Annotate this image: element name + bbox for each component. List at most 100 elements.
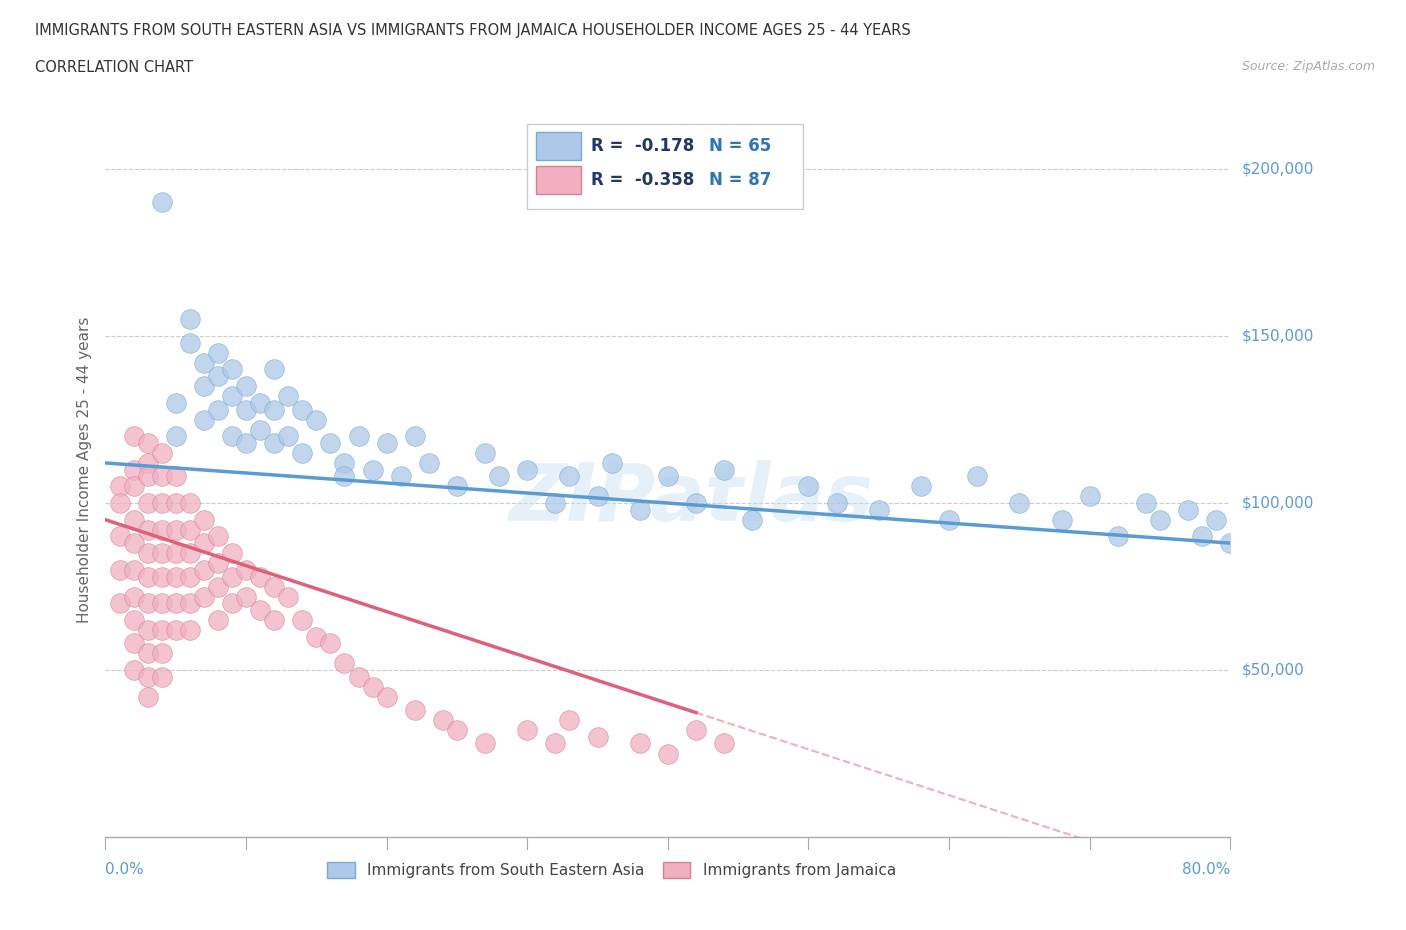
Point — [291, 402, 314, 417]
Point — [628, 736, 651, 751]
Point — [600, 456, 623, 471]
Text: $50,000: $50,000 — [1241, 662, 1305, 678]
Point — [319, 435, 342, 450]
Point — [628, 502, 651, 517]
Point — [291, 613, 314, 628]
Text: $200,000: $200,000 — [1241, 162, 1313, 177]
Text: IMMIGRANTS FROM SOUTH EASTERN ASIA VS IMMIGRANTS FROM JAMAICA HOUSEHOLDER INCOME: IMMIGRANTS FROM SOUTH EASTERN ASIA VS IM… — [35, 23, 911, 38]
Text: N = 87: N = 87 — [710, 171, 772, 189]
Point — [193, 512, 215, 527]
Point — [150, 445, 173, 460]
Point — [179, 546, 201, 561]
Point — [179, 622, 201, 637]
Point — [122, 563, 145, 578]
Text: ZIPatlas: ZIPatlas — [508, 460, 873, 538]
Point — [375, 689, 398, 704]
Point — [108, 529, 131, 544]
Point — [193, 379, 215, 393]
Point — [347, 429, 370, 444]
Point — [108, 479, 131, 494]
FancyBboxPatch shape — [527, 125, 803, 209]
Text: 0.0%: 0.0% — [105, 862, 145, 877]
Point — [136, 622, 159, 637]
Point — [1149, 512, 1171, 527]
Point — [150, 596, 173, 611]
Text: $150,000: $150,000 — [1241, 328, 1313, 343]
Point — [235, 589, 257, 604]
Point — [1177, 502, 1199, 517]
Point — [108, 596, 131, 611]
Point — [136, 596, 159, 611]
Point — [235, 563, 257, 578]
Point — [136, 523, 159, 538]
Point — [432, 712, 454, 727]
Point — [136, 646, 159, 661]
Point — [249, 569, 271, 584]
Point — [207, 402, 229, 417]
Point — [277, 389, 299, 404]
Point — [305, 412, 328, 427]
Point — [136, 670, 159, 684]
Point — [193, 563, 215, 578]
Point — [544, 496, 567, 511]
Point — [108, 563, 131, 578]
Text: CORRELATION CHART: CORRELATION CHART — [35, 60, 193, 75]
Text: R =  -0.358: R = -0.358 — [592, 171, 695, 189]
Point — [207, 579, 229, 594]
Point — [193, 412, 215, 427]
Point — [1191, 529, 1213, 544]
Text: 80.0%: 80.0% — [1182, 862, 1230, 877]
Point — [122, 589, 145, 604]
Point — [235, 379, 257, 393]
Point — [1107, 529, 1129, 544]
Point — [221, 596, 243, 611]
Point — [165, 469, 187, 484]
Text: R =  -0.178: R = -0.178 — [592, 137, 695, 154]
Point — [165, 622, 187, 637]
Point — [249, 395, 271, 410]
Point — [165, 395, 187, 410]
Text: Source: ZipAtlas.com: Source: ZipAtlas.com — [1241, 60, 1375, 73]
Point — [193, 536, 215, 551]
Text: $100,000: $100,000 — [1241, 496, 1313, 511]
Point — [122, 512, 145, 527]
Point — [516, 723, 538, 737]
Point — [263, 362, 285, 377]
Point — [249, 603, 271, 618]
Point — [221, 569, 243, 584]
Point — [910, 479, 932, 494]
Point — [136, 689, 159, 704]
Point — [319, 636, 342, 651]
Point — [263, 613, 285, 628]
Point — [136, 496, 159, 511]
Point — [1219, 536, 1241, 551]
Point — [375, 435, 398, 450]
Point — [165, 429, 187, 444]
Point — [868, 502, 890, 517]
Y-axis label: Householder Income Ages 25 - 44 years: Householder Income Ages 25 - 44 years — [76, 316, 91, 623]
Point — [263, 435, 285, 450]
Point — [136, 569, 159, 584]
Point — [558, 469, 581, 484]
Point — [207, 368, 229, 383]
Point — [1008, 496, 1031, 511]
Point — [277, 589, 299, 604]
Point — [446, 479, 468, 494]
Point — [165, 546, 187, 561]
Point — [1078, 489, 1101, 504]
Point — [207, 345, 229, 360]
Point — [165, 569, 187, 584]
Point — [150, 469, 173, 484]
Point — [263, 579, 285, 594]
Point — [150, 569, 173, 584]
Point — [122, 462, 145, 477]
Point — [418, 456, 440, 471]
Point — [404, 703, 426, 718]
Point — [741, 512, 763, 527]
Point — [333, 469, 356, 484]
Point — [1050, 512, 1073, 527]
Point — [150, 195, 173, 210]
Point — [966, 469, 988, 484]
Point — [136, 546, 159, 561]
Point — [361, 462, 384, 477]
